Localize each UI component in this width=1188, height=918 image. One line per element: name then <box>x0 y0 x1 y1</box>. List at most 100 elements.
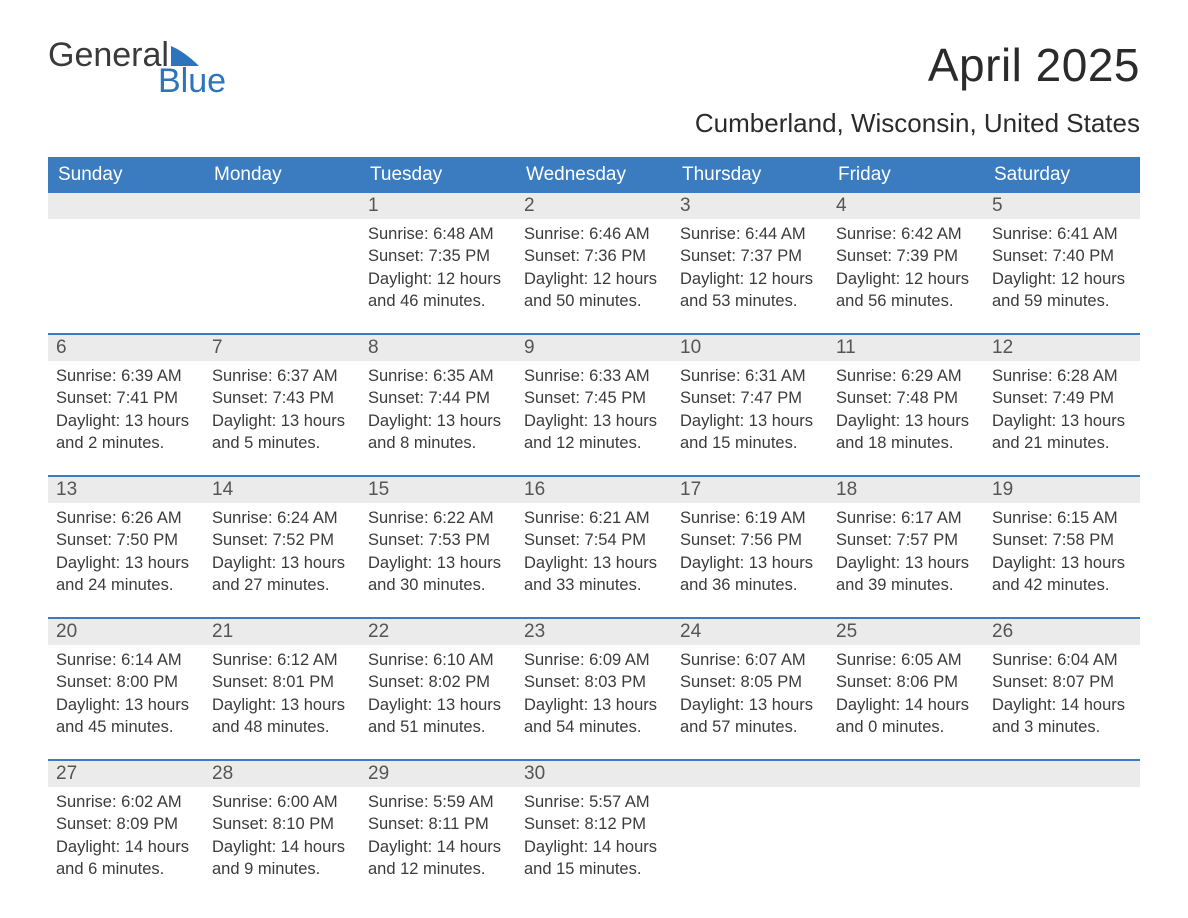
day-number: 22 <box>360 619 516 645</box>
sunset-line: Sunset: 8:01 PM <box>212 671 352 693</box>
daylight-line-2: and 0 minutes. <box>836 716 976 738</box>
daylight-line-1: Daylight: 12 hours <box>524 268 664 290</box>
week-row: 20212223242526Sunrise: 6:14 AMSunset: 8:… <box>48 617 1140 743</box>
day-number: 25 <box>828 619 984 645</box>
day-cell: Sunrise: 6:07 AMSunset: 8:05 PMDaylight:… <box>672 645 828 743</box>
sunrise-line: Sunrise: 6:31 AM <box>680 365 820 387</box>
sunrise-line: Sunrise: 6:15 AM <box>992 507 1132 529</box>
daylight-line-1: Daylight: 13 hours <box>524 694 664 716</box>
sunset-line: Sunset: 7:45 PM <box>524 387 664 409</box>
dow-cell: Friday <box>828 157 984 193</box>
sunset-line: Sunset: 7:47 PM <box>680 387 820 409</box>
daylight-line-2: and 48 minutes. <box>212 716 352 738</box>
day-content-row: Sunrise: 6:14 AMSunset: 8:00 PMDaylight:… <box>48 645 1140 743</box>
day-number: 23 <box>516 619 672 645</box>
daylight-line-2: and 36 minutes. <box>680 574 820 596</box>
day-cell <box>48 219 204 317</box>
day-number <box>48 193 204 219</box>
sunset-line: Sunset: 7:35 PM <box>368 245 508 267</box>
sunrise-line: Sunrise: 6:33 AM <box>524 365 664 387</box>
day-cell: Sunrise: 6:46 AMSunset: 7:36 PMDaylight:… <box>516 219 672 317</box>
daylight-line-2: and 53 minutes. <box>680 290 820 312</box>
dow-cell: Tuesday <box>360 157 516 193</box>
day-number: 26 <box>984 619 1140 645</box>
sunset-line: Sunset: 8:12 PM <box>524 813 664 835</box>
daylight-line-1: Daylight: 12 hours <box>836 268 976 290</box>
calendar: SundayMondayTuesdayWednesdayThursdayFrid… <box>48 157 1140 885</box>
sunrise-line: Sunrise: 6:22 AM <box>368 507 508 529</box>
day-number: 4 <box>828 193 984 219</box>
day-number: 20 <box>48 619 204 645</box>
day-cell: Sunrise: 5:59 AMSunset: 8:11 PMDaylight:… <box>360 787 516 885</box>
daylight-line-2: and 24 minutes. <box>56 574 196 596</box>
title-block: April 2025 Cumberland, Wisconsin, United… <box>695 38 1140 139</box>
sunrise-line: Sunrise: 6:44 AM <box>680 223 820 245</box>
day-number: 3 <box>672 193 828 219</box>
day-cell: Sunrise: 6:21 AMSunset: 7:54 PMDaylight:… <box>516 503 672 601</box>
dow-cell: Thursday <box>672 157 828 193</box>
sunset-line: Sunset: 7:39 PM <box>836 245 976 267</box>
day-cell: Sunrise: 6:33 AMSunset: 7:45 PMDaylight:… <box>516 361 672 459</box>
day-cell: Sunrise: 6:10 AMSunset: 8:02 PMDaylight:… <box>360 645 516 743</box>
day-number: 16 <box>516 477 672 503</box>
sunset-line: Sunset: 7:52 PM <box>212 529 352 551</box>
day-number-row: 13141516171819 <box>48 477 1140 503</box>
day-cell: Sunrise: 6:29 AMSunset: 7:48 PMDaylight:… <box>828 361 984 459</box>
day-cell <box>204 219 360 317</box>
sunrise-line: Sunrise: 6:14 AM <box>56 649 196 671</box>
day-of-week-header: SundayMondayTuesdayWednesdayThursdayFrid… <box>48 157 1140 193</box>
day-number: 10 <box>672 335 828 361</box>
sunset-line: Sunset: 7:44 PM <box>368 387 508 409</box>
day-number-row: 6789101112 <box>48 335 1140 361</box>
sunrise-line: Sunrise: 6:42 AM <box>836 223 976 245</box>
sunrise-line: Sunrise: 6:10 AM <box>368 649 508 671</box>
daylight-line-2: and 50 minutes. <box>524 290 664 312</box>
sunset-line: Sunset: 8:05 PM <box>680 671 820 693</box>
day-cell: Sunrise: 6:31 AMSunset: 7:47 PMDaylight:… <box>672 361 828 459</box>
daylight-line-1: Daylight: 13 hours <box>680 410 820 432</box>
daylight-line-1: Daylight: 12 hours <box>992 268 1132 290</box>
day-number <box>672 761 828 787</box>
day-cell <box>828 787 984 885</box>
sunset-line: Sunset: 7:56 PM <box>680 529 820 551</box>
day-cell: Sunrise: 6:09 AMSunset: 8:03 PMDaylight:… <box>516 645 672 743</box>
day-number: 17 <box>672 477 828 503</box>
sunset-line: Sunset: 7:37 PM <box>680 245 820 267</box>
dow-cell: Sunday <box>48 157 204 193</box>
day-cell: Sunrise: 6:22 AMSunset: 7:53 PMDaylight:… <box>360 503 516 601</box>
day-content-row: Sunrise: 6:48 AMSunset: 7:35 PMDaylight:… <box>48 219 1140 317</box>
day-number: 28 <box>204 761 360 787</box>
day-cell <box>672 787 828 885</box>
sunrise-line: Sunrise: 6:02 AM <box>56 791 196 813</box>
week-row: 27282930Sunrise: 6:02 AMSunset: 8:09 PMD… <box>48 759 1140 885</box>
day-cell: Sunrise: 6:05 AMSunset: 8:06 PMDaylight:… <box>828 645 984 743</box>
daylight-line-1: Daylight: 13 hours <box>524 410 664 432</box>
day-number: 30 <box>516 761 672 787</box>
sunrise-line: Sunrise: 6:39 AM <box>56 365 196 387</box>
daylight-line-2: and 46 minutes. <box>368 290 508 312</box>
sunset-line: Sunset: 7:53 PM <box>368 529 508 551</box>
day-content-row: Sunrise: 6:26 AMSunset: 7:50 PMDaylight:… <box>48 503 1140 601</box>
day-cell: Sunrise: 6:02 AMSunset: 8:09 PMDaylight:… <box>48 787 204 885</box>
daylight-line-2: and 12 minutes. <box>368 858 508 880</box>
sunrise-line: Sunrise: 6:21 AM <box>524 507 664 529</box>
day-number-row: 12345 <box>48 193 1140 219</box>
day-content-row: Sunrise: 6:02 AMSunset: 8:09 PMDaylight:… <box>48 787 1140 885</box>
dow-cell: Saturday <box>984 157 1140 193</box>
sunrise-line: Sunrise: 6:17 AM <box>836 507 976 529</box>
daylight-line-1: Daylight: 13 hours <box>56 552 196 574</box>
day-cell: Sunrise: 6:00 AMSunset: 8:10 PMDaylight:… <box>204 787 360 885</box>
day-number <box>984 761 1140 787</box>
daylight-line-2: and 9 minutes. <box>212 858 352 880</box>
sunrise-line: Sunrise: 6:04 AM <box>992 649 1132 671</box>
logo-word-1: General <box>48 38 169 72</box>
daylight-line-2: and 39 minutes. <box>836 574 976 596</box>
day-cell: Sunrise: 6:26 AMSunset: 7:50 PMDaylight:… <box>48 503 204 601</box>
day-number: 19 <box>984 477 1140 503</box>
week-row: 6789101112Sunrise: 6:39 AMSunset: 7:41 P… <box>48 333 1140 459</box>
daylight-line-2: and 27 minutes. <box>212 574 352 596</box>
sunset-line: Sunset: 7:48 PM <box>836 387 976 409</box>
day-cell: Sunrise: 6:44 AMSunset: 7:37 PMDaylight:… <box>672 219 828 317</box>
daylight-line-2: and 8 minutes. <box>368 432 508 454</box>
day-cell: Sunrise: 6:39 AMSunset: 7:41 PMDaylight:… <box>48 361 204 459</box>
